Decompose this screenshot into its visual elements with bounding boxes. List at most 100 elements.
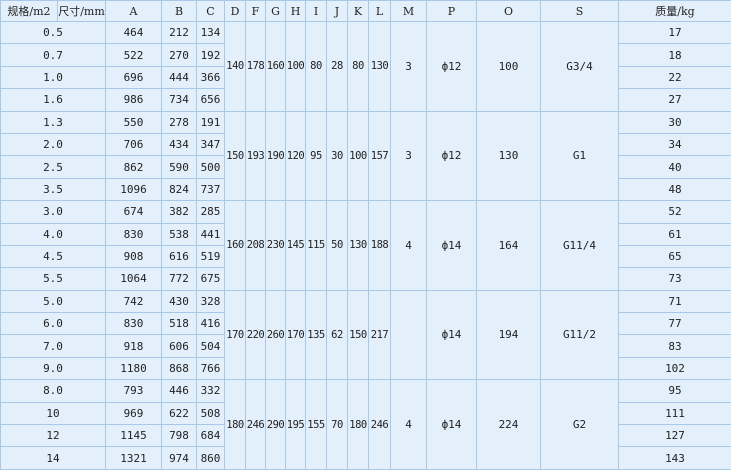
mass-cell: 61 xyxy=(619,223,731,245)
dim-o-cell: 100 xyxy=(477,22,541,112)
mass-cell: 17 xyxy=(619,22,731,44)
dim-b-cell: 868 xyxy=(162,357,197,379)
dim-a-cell: 986 xyxy=(106,89,162,111)
dim-a-cell: 1145 xyxy=(106,425,162,447)
mass-cell: 73 xyxy=(619,268,731,290)
mass-cell: 30 xyxy=(619,111,731,133)
spec-cell: 8.0 xyxy=(1,380,106,402)
column-header: 规格/m2 xyxy=(1,1,58,22)
dim-a-cell: 1321 xyxy=(106,447,162,469)
spec-cell: 3.5 xyxy=(1,178,106,200)
dim-m-cell: 4 xyxy=(391,201,427,291)
dim-k-cell: 130 xyxy=(348,201,369,291)
dim-p-cell: ф12 xyxy=(427,22,477,112)
dim-g-cell: 160 xyxy=(266,22,286,112)
dim-c-cell: 192 xyxy=(197,44,225,66)
mass-cell: 18 xyxy=(619,44,731,66)
dim-g-cell: 190 xyxy=(266,111,286,201)
dim-b-cell: 430 xyxy=(162,290,197,312)
dim-h-cell: 145 xyxy=(286,201,306,291)
dim-c-cell: 504 xyxy=(197,335,225,357)
dim-b-cell: 616 xyxy=(162,245,197,267)
dim-a-cell: 918 xyxy=(106,335,162,357)
column-header: O xyxy=(477,1,541,22)
dim-s-cell: G11/4 xyxy=(541,201,619,291)
dim-p-cell: ф14 xyxy=(427,290,477,380)
mass-cell: 77 xyxy=(619,313,731,335)
mass-cell: 48 xyxy=(619,178,731,200)
dim-a-cell: 908 xyxy=(106,245,162,267)
dim-b-cell: 382 xyxy=(162,201,197,223)
dim-k-cell: 180 xyxy=(348,380,369,470)
dim-j-cell: 28 xyxy=(327,22,348,112)
spec-cell: 3.0 xyxy=(1,201,106,223)
dim-b-cell: 798 xyxy=(162,425,197,447)
dim-k-cell: 80 xyxy=(348,22,369,112)
column-header: P xyxy=(427,1,477,22)
dim-a-cell: 706 xyxy=(106,133,162,155)
column-header: J xyxy=(327,1,348,22)
mass-cell: 127 xyxy=(619,425,731,447)
dim-c-cell: 656 xyxy=(197,89,225,111)
mass-cell: 34 xyxy=(619,133,731,155)
spec-cell: 7.0 xyxy=(1,335,106,357)
dim-k-cell: 150 xyxy=(348,290,369,380)
dim-c-cell: 508 xyxy=(197,402,225,424)
dim-c-cell: 134 xyxy=(197,22,225,44)
mass-cell: 22 xyxy=(619,66,731,88)
dim-b-cell: 734 xyxy=(162,89,197,111)
dim-f-cell: 246 xyxy=(246,380,266,470)
dim-c-cell: 328 xyxy=(197,290,225,312)
dim-f-cell: 193 xyxy=(246,111,266,201)
dim-c-cell: 675 xyxy=(197,268,225,290)
mass-cell: 102 xyxy=(619,357,731,379)
mass-cell: 40 xyxy=(619,156,731,178)
mass-cell: 27 xyxy=(619,89,731,111)
dim-c-cell: 441 xyxy=(197,223,225,245)
dim-b-cell: 590 xyxy=(162,156,197,178)
spec-cell: 5.5 xyxy=(1,268,106,290)
dim-s-cell: G3/4 xyxy=(541,22,619,112)
dim-a-cell: 464 xyxy=(106,22,162,44)
dim-d-cell: 170 xyxy=(225,290,246,380)
dim-o-cell: 164 xyxy=(477,201,541,291)
dim-b-cell: 212 xyxy=(162,22,197,44)
dim-b-cell: 270 xyxy=(162,44,197,66)
dim-b-cell: 622 xyxy=(162,402,197,424)
column-header: B xyxy=(162,1,197,22)
dim-k-cell: 100 xyxy=(348,111,369,201)
dim-a-cell: 1180 xyxy=(106,357,162,379)
dim-m-cell: 3 xyxy=(391,22,427,112)
dim-c-cell: 191 xyxy=(197,111,225,133)
dim-b-cell: 606 xyxy=(162,335,197,357)
spec-cell: 5.0 xyxy=(1,290,106,312)
dim-i-cell: 115 xyxy=(306,201,327,291)
dim-f-cell: 220 xyxy=(246,290,266,380)
spec-cell: 4.0 xyxy=(1,223,106,245)
dim-a-cell: 522 xyxy=(106,44,162,66)
dim-b-cell: 434 xyxy=(162,133,197,155)
spec-cell: 4.5 xyxy=(1,245,106,267)
dim-d-cell: 160 xyxy=(225,201,246,291)
dim-a-cell: 862 xyxy=(106,156,162,178)
dim-c-cell: 519 xyxy=(197,245,225,267)
spec-cell: 2.0 xyxy=(1,133,106,155)
dim-c-cell: 860 xyxy=(197,447,225,469)
dim-h-cell: 100 xyxy=(286,22,306,112)
mass-cell: 143 xyxy=(619,447,731,469)
dim-c-cell: 737 xyxy=(197,178,225,200)
dim-b-cell: 538 xyxy=(162,223,197,245)
mass-cell: 95 xyxy=(619,380,731,402)
dim-l-cell: 217 xyxy=(369,290,391,380)
dim-s-cell: G2 xyxy=(541,380,619,470)
dim-a-cell: 830 xyxy=(106,313,162,335)
dim-l-cell: 157 xyxy=(369,111,391,201)
dim-b-cell: 772 xyxy=(162,268,197,290)
column-header: I xyxy=(306,1,327,22)
column-header: L xyxy=(369,1,391,22)
dim-c-cell: 416 xyxy=(197,313,225,335)
